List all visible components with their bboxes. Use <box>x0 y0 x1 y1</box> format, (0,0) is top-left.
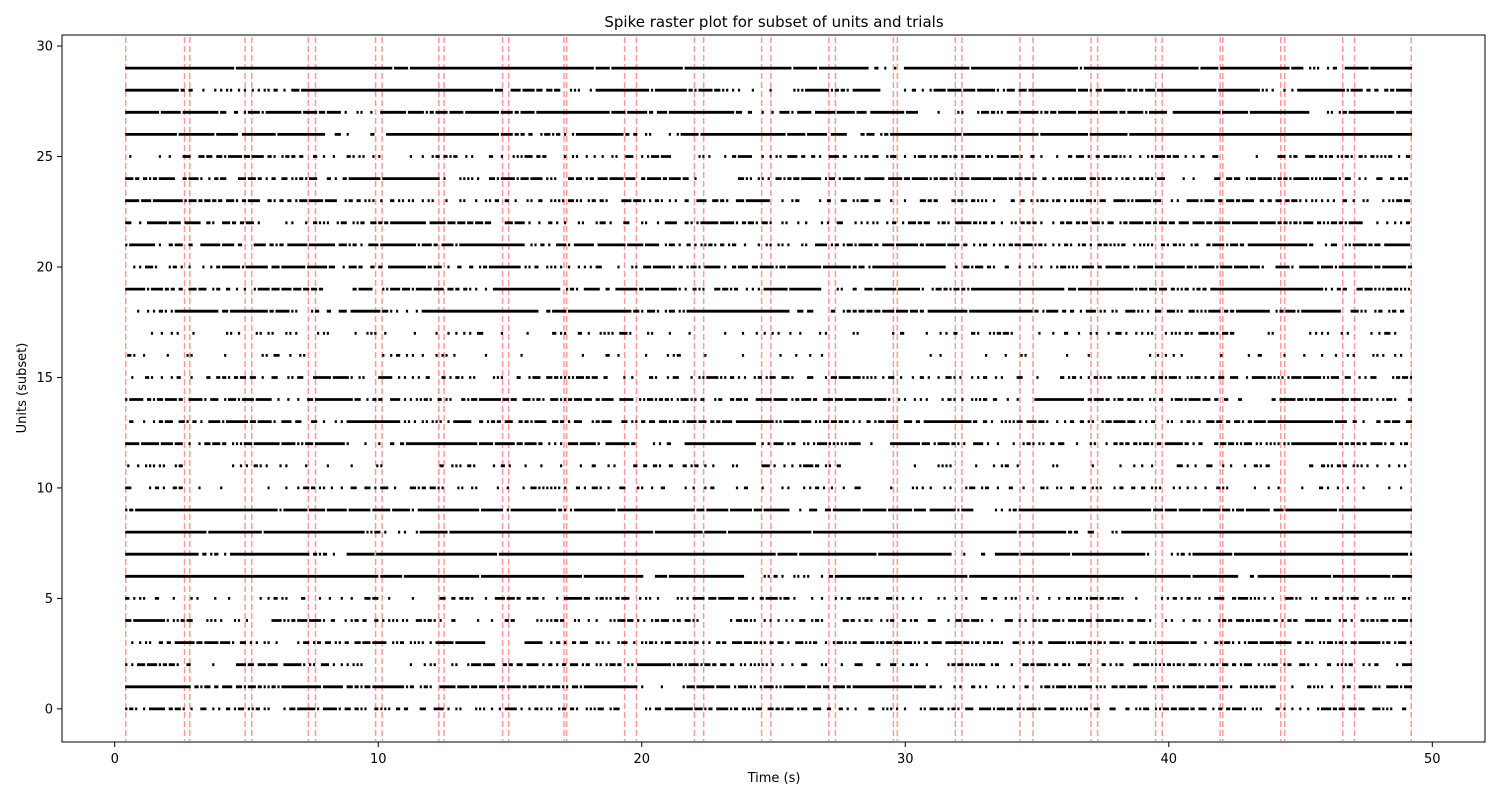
spike-marks <box>125 508 1413 512</box>
spike-marks <box>125 552 1413 556</box>
spike-marks <box>125 66 1413 70</box>
unit-row-10 <box>125 486 1403 490</box>
unit-row-7 <box>125 552 1413 556</box>
unit-row-24 <box>125 177 1409 180</box>
spike-marks <box>127 464 1407 468</box>
unit-row-12 <box>125 442 1409 446</box>
unit-row-9 <box>125 508 1413 512</box>
spike-marks <box>129 155 1411 158</box>
x-tick-label: 20 <box>633 752 650 767</box>
unit-row-0 <box>125 707 1407 711</box>
spike-marks <box>125 663 1413 667</box>
spike-marks <box>137 309 1405 313</box>
unit-row-13 <box>129 420 1413 423</box>
unit-row-14 <box>125 398 1413 401</box>
trial-boundary-lines <box>125 37 1412 741</box>
spike-marks <box>125 221 1411 225</box>
x-tick-label: 50 <box>1424 752 1441 767</box>
unit-row-3 <box>131 641 1413 644</box>
spike-marks <box>125 243 1411 247</box>
spike-marks <box>125 707 1407 711</box>
y-tick-label: 0 <box>45 702 53 717</box>
spike-marks <box>150 331 1397 335</box>
unit-row-29 <box>125 66 1413 70</box>
unit-row-18 <box>137 309 1405 313</box>
y-tick-label: 20 <box>36 260 53 275</box>
spike-marks <box>125 530 1413 534</box>
chart-title: Spike raster plot for subset of units an… <box>604 13 943 31</box>
y-tick-label: 15 <box>36 371 53 386</box>
y-tick-label: 25 <box>36 150 53 165</box>
spike-marks <box>125 574 1413 578</box>
unit-row-20 <box>133 265 1413 269</box>
unit-row-17 <box>150 331 1397 335</box>
spike-marks <box>125 287 1411 291</box>
unit-row-15 <box>131 376 1413 379</box>
y-tick-label: 30 <box>36 40 53 55</box>
unit-row-23 <box>125 199 1411 203</box>
y-tick-label: 5 <box>45 592 53 607</box>
x-tick-label: 0 <box>111 752 119 767</box>
spike-marks <box>133 265 1413 269</box>
spike-marks <box>125 685 1413 689</box>
x-axis-label: Time (s) <box>747 771 801 786</box>
spike-marks <box>127 354 1403 357</box>
unit-row-11 <box>127 464 1407 468</box>
unit-row-22 <box>125 221 1411 225</box>
unit-row-19 <box>125 287 1411 291</box>
spike-marks <box>125 597 1411 600</box>
x-axis-ticks: 0 10 20 30 40 50 <box>111 742 1441 767</box>
spike-marks <box>125 177 1409 180</box>
spike-marks <box>129 420 1413 423</box>
spike-marks <box>125 442 1409 446</box>
unit-row-6 <box>125 574 1413 578</box>
unit-row-8 <box>125 530 1413 534</box>
unit-row-25 <box>129 155 1411 158</box>
spike-marks <box>125 398 1413 401</box>
y-tick-label: 10 <box>36 481 53 496</box>
spike-marks <box>125 110 1413 114</box>
unit-row-4 <box>125 619 1413 622</box>
spike-rasters <box>125 66 1413 711</box>
unit-row-1 <box>125 685 1413 689</box>
unit-row-5 <box>125 597 1411 600</box>
y-axis-label: Units (subset) <box>15 343 30 434</box>
spike-marks <box>125 619 1413 622</box>
spike-marks <box>131 376 1413 379</box>
spike-marks <box>125 199 1411 203</box>
y-axis-ticks: 0 5 10 15 20 25 30 <box>36 40 62 717</box>
unit-row-28 <box>125 88 1413 92</box>
unit-row-16 <box>127 354 1403 357</box>
plot-area-frame <box>61 34 1486 743</box>
spike-marks <box>125 88 1413 92</box>
spike-marks <box>131 641 1413 644</box>
x-tick-label: 40 <box>1161 752 1178 767</box>
x-tick-label: 30 <box>897 752 914 767</box>
spike-marks <box>125 133 1413 136</box>
spike-marks <box>125 486 1403 490</box>
unit-row-26 <box>125 133 1413 136</box>
x-tick-label: 10 <box>370 752 387 767</box>
unit-row-2 <box>125 663 1413 667</box>
unit-row-27 <box>125 110 1413 114</box>
unit-row-21 <box>125 243 1411 247</box>
